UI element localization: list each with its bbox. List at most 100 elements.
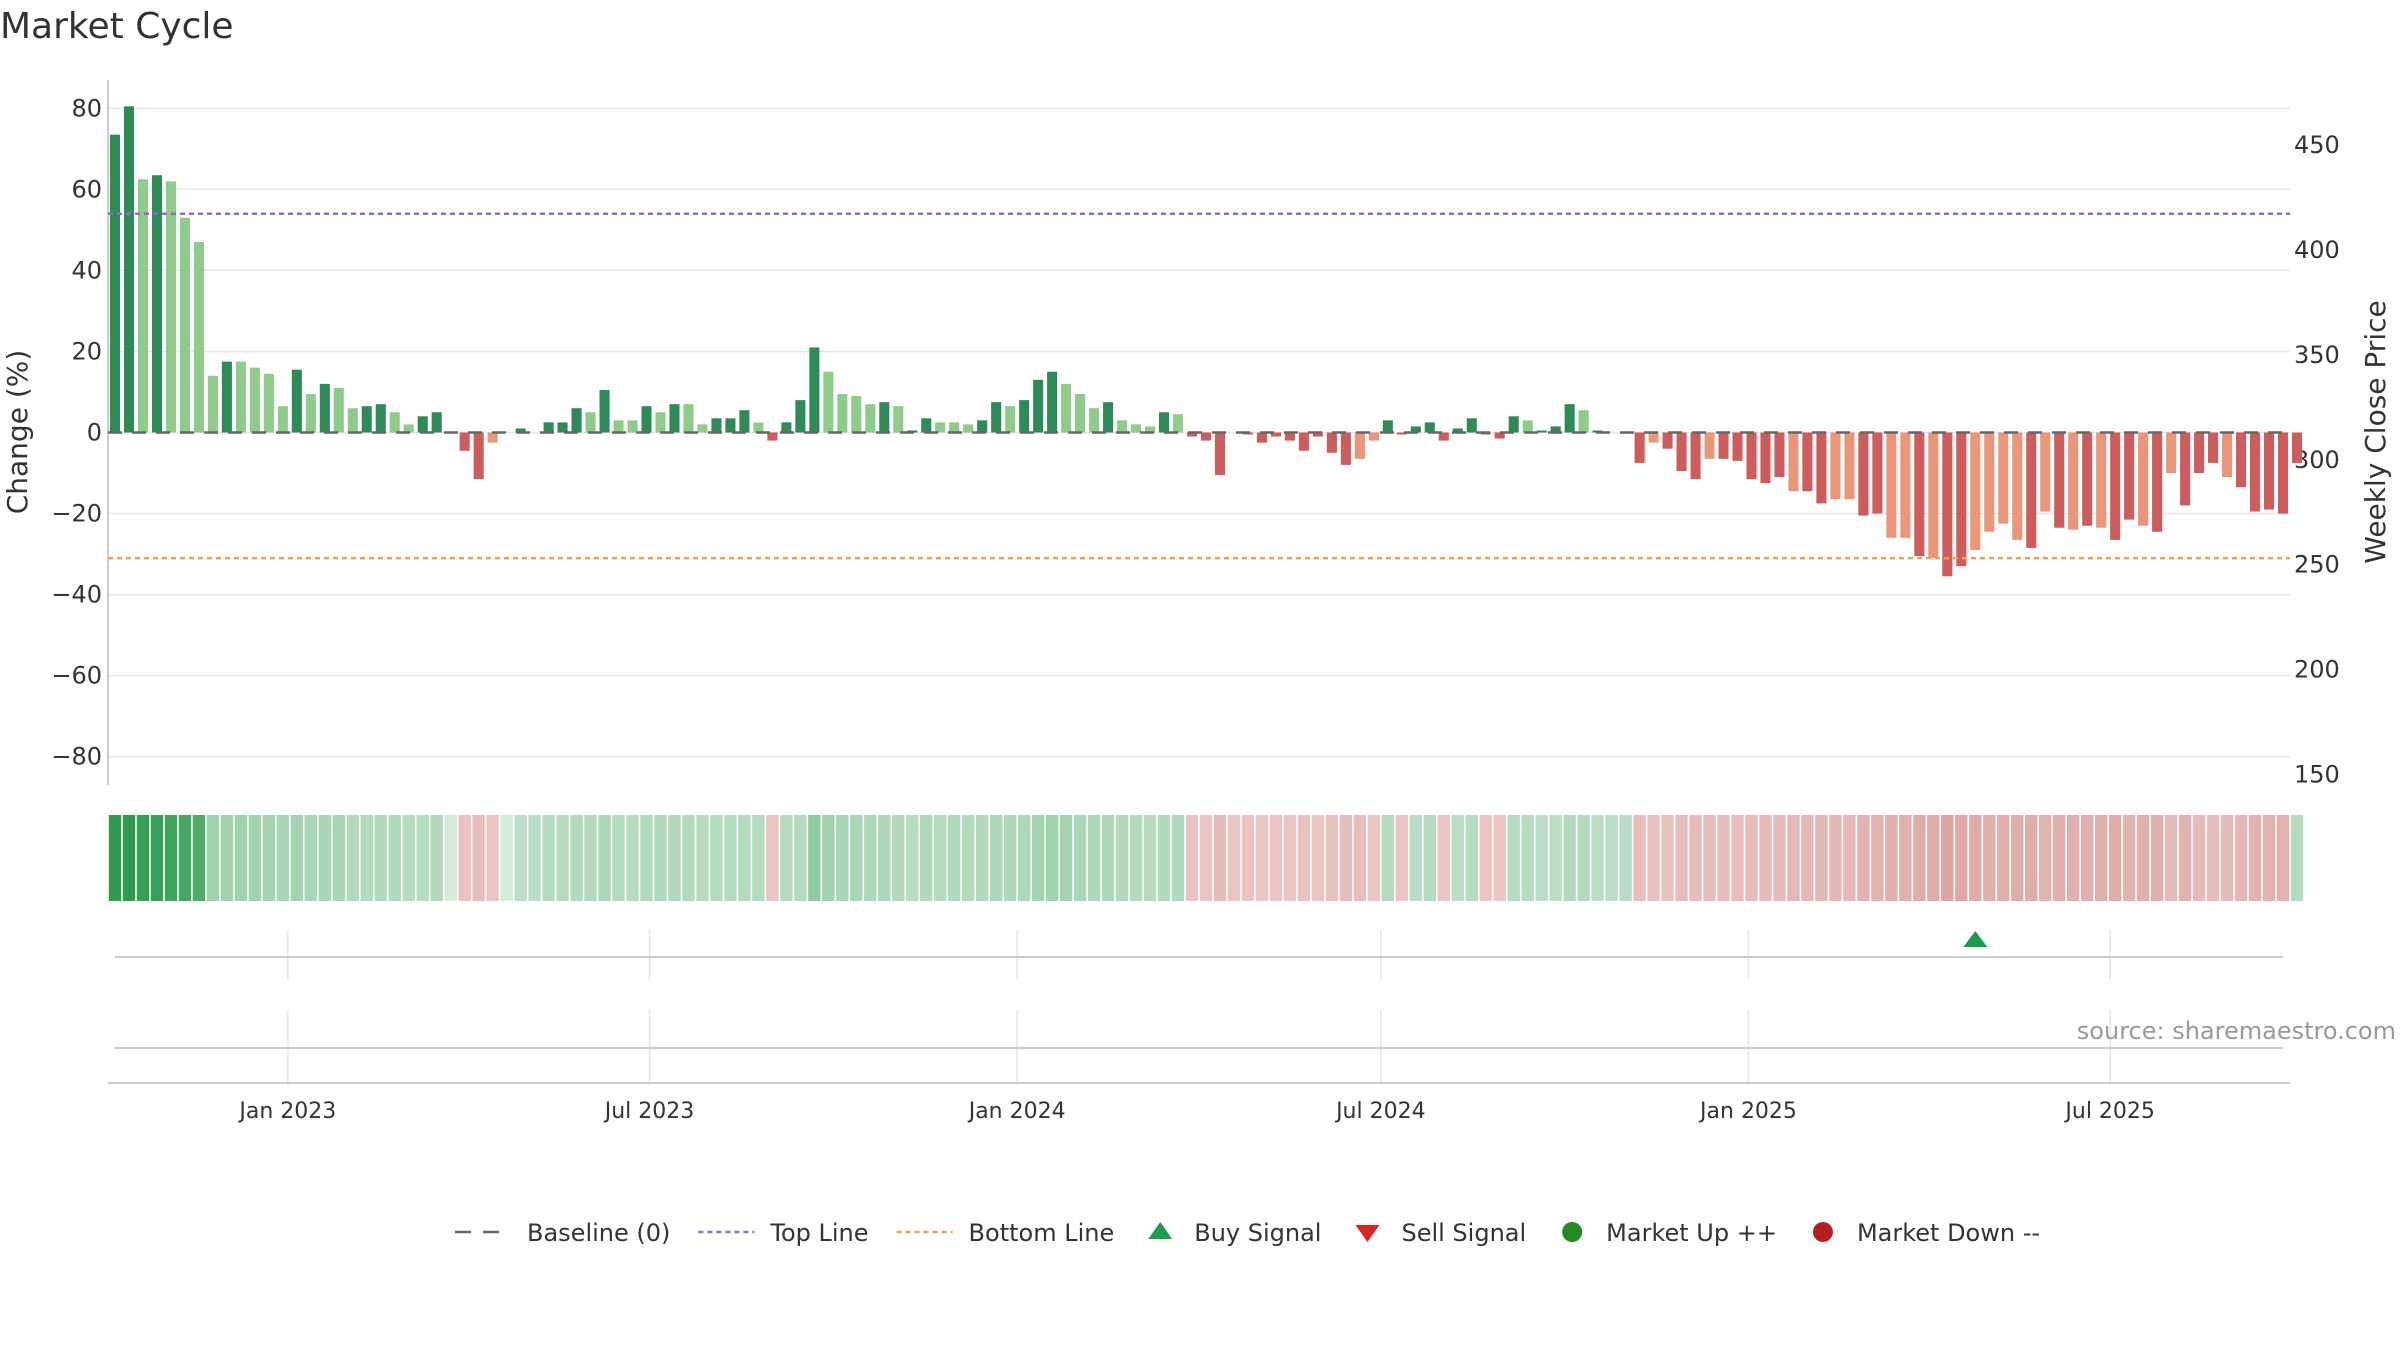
change-bar <box>1984 433 1994 532</box>
change-bar <box>1565 404 1575 432</box>
y-tick-label: 20 <box>71 337 102 365</box>
strength-cell <box>2039 815 2051 901</box>
change-bar <box>1816 433 1826 504</box>
change-bar <box>1649 433 1659 443</box>
strength-cell <box>1116 815 1128 901</box>
strength-cell <box>2249 815 2261 901</box>
change-bar <box>1341 433 1351 465</box>
change-bar <box>1425 422 1435 432</box>
change-bar <box>1159 412 1169 432</box>
buy-signal-marker <box>1963 931 1987 947</box>
strength-strip <box>109 815 2303 901</box>
change-bar <box>1886 433 1896 538</box>
strength-cell <box>1130 815 1142 901</box>
change-bar <box>711 418 721 432</box>
change-bar <box>1019 400 1029 432</box>
legend-market-up-dot-icon <box>1562 1222 1582 1242</box>
change-bar <box>1802 433 1812 492</box>
change-bar <box>2012 433 2022 540</box>
strength-cell <box>598 815 610 901</box>
change-bar <box>977 420 987 432</box>
change-bar <box>837 394 847 432</box>
change-bar <box>110 135 120 433</box>
strength-cell <box>2067 815 2079 901</box>
change-bar <box>1635 433 1645 463</box>
strength-cell <box>1759 815 1771 901</box>
strength-cell <box>361 815 373 901</box>
legend-label: Sell Signal <box>1401 1219 1526 1247</box>
x-tick-label: Jul 2023 <box>603 1099 695 1124</box>
strength-cell <box>2025 815 2037 901</box>
strength-cell <box>1899 815 1911 901</box>
change-bar <box>292 370 302 433</box>
change-bar <box>418 416 428 432</box>
strength-cell <box>654 815 666 901</box>
legend-sell-triangle-icon <box>1355 1225 1379 1242</box>
change-bar <box>320 384 330 433</box>
strength-cell <box>892 815 904 901</box>
y2-tick-label: 450 <box>2294 131 2340 159</box>
strength-cell <box>1340 815 1352 901</box>
strength-cell <box>1675 815 1687 901</box>
strength-cell <box>864 815 876 901</box>
strength-cell <box>962 815 974 901</box>
change-bar <box>1872 433 1882 514</box>
strength-cell <box>1074 815 1086 901</box>
change-bar <box>2278 433 2288 514</box>
change-bar <box>1537 430 1547 432</box>
strength-cell <box>444 815 456 901</box>
strength-cell <box>1871 815 1883 901</box>
strength-cell <box>375 815 387 901</box>
change-bar <box>2222 433 2232 478</box>
change-bar <box>236 362 246 433</box>
strength-cell <box>347 815 359 901</box>
y2-tick-label: 150 <box>2294 761 2340 789</box>
legend-buy-triangle-icon <box>1148 1222 1172 1239</box>
change-bar <box>1509 416 1519 432</box>
change-bar <box>781 422 791 432</box>
strength-cell <box>1172 815 1184 901</box>
strength-cell <box>948 815 960 901</box>
change-bar <box>1579 410 1589 432</box>
strength-cell <box>1438 815 1450 901</box>
change-bar <box>1383 420 1393 432</box>
strength-cell <box>1298 815 1310 901</box>
change-bar <box>250 368 260 433</box>
strength-cell <box>640 815 652 901</box>
market-panel <box>115 1010 2283 1085</box>
x-tick-label: Jan 2023 <box>237 1099 336 1124</box>
change-bar <box>921 418 931 432</box>
strength-cell <box>472 815 484 901</box>
strength-cell <box>724 815 736 901</box>
strength-cell <box>710 815 722 901</box>
change-bar <box>1257 433 1267 443</box>
legend-label: Top Line <box>769 1219 868 1247</box>
strength-cell <box>2109 815 2121 901</box>
strength-cell <box>1046 815 1058 901</box>
change-bar <box>2208 433 2218 463</box>
change-bar <box>1047 372 1057 433</box>
change-bar <box>991 402 1001 432</box>
change-bar <box>2110 433 2120 540</box>
y2-tick-label: 200 <box>2294 656 2340 684</box>
strength-cell <box>1410 815 1422 901</box>
change-bar <box>865 404 875 432</box>
strength-cell <box>1508 815 1520 901</box>
strength-cell <box>1745 815 1757 901</box>
y2-tick-label: 350 <box>2294 341 2340 369</box>
strength-cell <box>1815 815 1827 901</box>
strength-cell <box>1773 815 1785 901</box>
legend-label: Buy Signal <box>1194 1219 1321 1247</box>
strength-cell <box>2081 815 2093 901</box>
y-axis-title: Change (%) <box>1 350 34 515</box>
strength-cell <box>570 815 582 901</box>
legend-market-down-dot-icon <box>1813 1222 1833 1242</box>
change-bar <box>1718 433 1728 459</box>
change-bar <box>2180 433 2190 506</box>
strength-cell <box>1284 815 1296 901</box>
change-bar <box>949 422 959 432</box>
change-bar <box>1914 433 1924 557</box>
